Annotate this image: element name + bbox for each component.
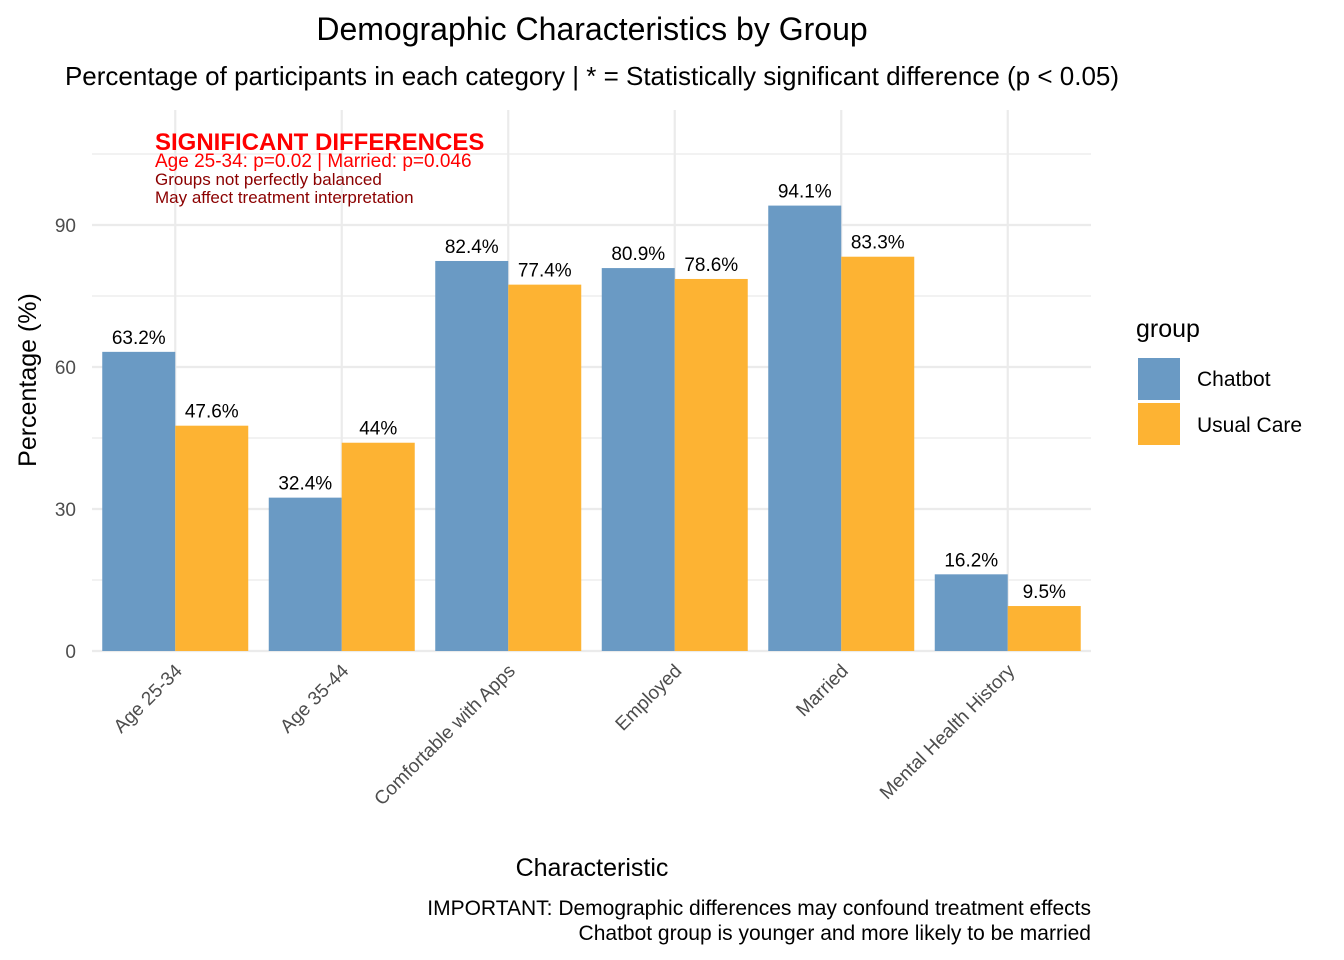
bar-label-chatbot: 80.9% — [611, 244, 665, 265]
bar-label-usual-care: 44% — [359, 419, 397, 440]
bar-label-usual-care: 77.4% — [518, 261, 572, 282]
x-tick-label: Comfortable with Apps — [371, 661, 520, 810]
bar-label-usual-care: 47.6% — [185, 402, 239, 423]
bar-label-chatbot: 94.1% — [778, 182, 832, 203]
bar-chatbot — [601, 268, 675, 651]
bar-chatbot — [268, 497, 342, 651]
bars: 63.2% 47.6% 32.4% 44% 82.4% 77.4% 80.9% 78.6% 94… — [102, 182, 1081, 652]
y-tick-label: 0 — [65, 642, 76, 663]
bar-label-chatbot: 32.4% — [278, 474, 332, 495]
chart-title: Demographic Characteristics by Group — [316, 11, 867, 47]
x-axis-title: Characteristic — [516, 854, 669, 882]
caption-line-1: IMPORTANT: Demographic differences may c… — [427, 897, 1091, 920]
x-tick-label: Age 25-34 — [110, 660, 187, 737]
x-tick-label: Employed — [612, 661, 687, 736]
legend-title: group — [1136, 315, 1200, 343]
bar-label-usual-care: 78.6% — [684, 255, 738, 276]
bar-usual-care — [175, 425, 249, 651]
bar-usual-care — [1007, 606, 1081, 651]
legend-label-usual-care: Usual Care — [1197, 414, 1302, 437]
x-ticks: Age 25-34 Age 35-44 Comfortable with Apps E… — [110, 660, 1020, 810]
bar-label-chatbot: 16.2% — [944, 550, 998, 571]
bar-usual-care — [508, 284, 582, 651]
caption-line-2: Chatbot group is younger and more likely… — [579, 922, 1091, 945]
bar-chatbot — [768, 205, 842, 652]
bar-usual-care — [841, 256, 915, 651]
y-tick-label: 90 — [55, 216, 76, 237]
legend-label-chatbot: Chatbot — [1197, 368, 1271, 391]
legend-key-usual-care — [1138, 403, 1180, 445]
legend-key-chatbot — [1138, 358, 1180, 400]
annotation-note-2: May affect treatment interpretation — [155, 188, 414, 207]
bar-chatbot — [102, 351, 176, 651]
bar-label-chatbot: 82.4% — [445, 237, 499, 258]
annotation-heading: SIGNIFICANT DIFFERENCES — [155, 129, 484, 156]
y-tick-label: 30 — [55, 500, 76, 521]
annotation-pvalues: Age 25-34: p=0.02 | Married: p=0.046 — [155, 151, 472, 172]
x-tick-label: Age 35-44 — [276, 660, 353, 737]
bar-usual-care — [674, 278, 748, 651]
bar-chatbot — [934, 574, 1008, 651]
bar-chatbot — [435, 260, 509, 651]
bar-label-usual-care: 83.3% — [851, 233, 905, 254]
chart-subtitle: Percentage of participants in each categ… — [65, 61, 1119, 91]
annotation-note-1: Groups not perfectly balanced — [155, 170, 382, 189]
x-tick-label: Mental Health History — [876, 660, 1020, 804]
y-axis-title: Percentage (%) — [14, 293, 42, 467]
bar-label-chatbot: 63.2% — [112, 328, 166, 349]
bar-label-usual-care: 9.5% — [1023, 582, 1066, 603]
x-tick-label: Married — [792, 661, 852, 721]
y-ticks: 0 30 60 90 — [55, 216, 76, 663]
y-tick-label: 60 — [55, 358, 76, 379]
bar-usual-care — [341, 442, 415, 651]
